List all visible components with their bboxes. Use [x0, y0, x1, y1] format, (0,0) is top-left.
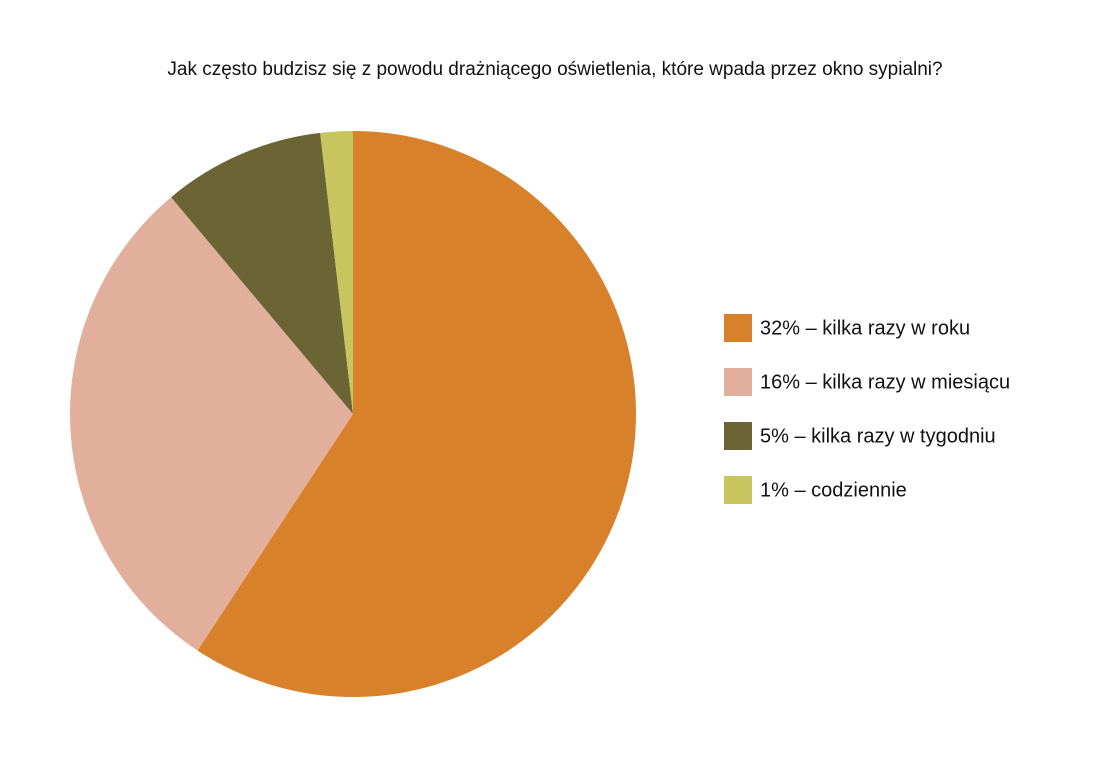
legend-label: 32% – kilka razy w roku [760, 317, 970, 339]
pie-slice [171, 132, 353, 414]
pie-slice [320, 131, 353, 414]
legend-swatch [724, 422, 752, 450]
pie-slice [70, 197, 353, 651]
legend-label: 5% – kilka razy w tygodniu [760, 425, 996, 447]
pie-slice [197, 131, 636, 697]
legend-swatch [724, 368, 752, 396]
chart-title: Jak często budzisz się z powodu drażniąc… [167, 59, 942, 80]
legend-swatch [724, 314, 752, 342]
legend-label: 1% – codziennie [760, 479, 907, 501]
legend-swatch [724, 476, 752, 504]
legend-label: 16% – kilka razy w miesiącu [760, 371, 1010, 393]
